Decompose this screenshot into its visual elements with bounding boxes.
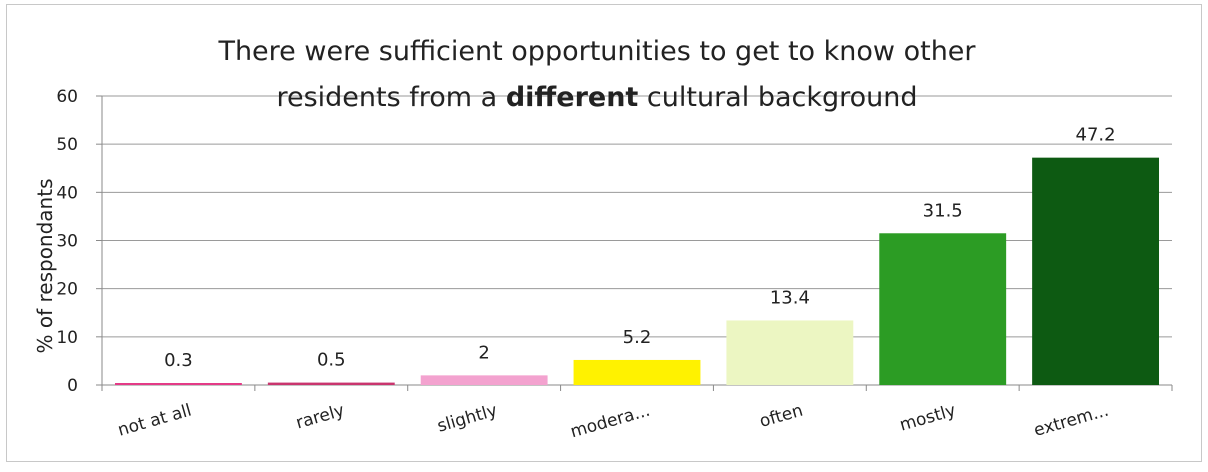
y-tick-labels: 0 10 20 30 40 50 60 bbox=[56, 87, 78, 396]
y-tick-label: 40 bbox=[56, 183, 78, 203]
chart-title: There were sufficient opportunities to g… bbox=[217, 36, 976, 113]
category-label: rarely bbox=[294, 401, 347, 434]
bar-rarely bbox=[267, 382, 395, 385]
data-label: 0.3 bbox=[164, 350, 193, 371]
category-label: modera... bbox=[568, 401, 652, 443]
data-label: 5.2 bbox=[623, 327, 652, 348]
y-tick-label: 0 bbox=[67, 376, 78, 396]
bar-extrem bbox=[1032, 157, 1160, 385]
y-tick-label: 50 bbox=[56, 135, 78, 155]
bar-modera bbox=[573, 359, 701, 385]
chart-title-line-1: There were sufficient opportunities to g… bbox=[217, 36, 976, 67]
y-tick-label: 30 bbox=[56, 232, 78, 252]
bar-often bbox=[726, 320, 854, 385]
chart-frame bbox=[6, 4, 1202, 462]
bar-slightly bbox=[420, 375, 548, 385]
y-axis-label: % of respondants bbox=[33, 179, 57, 354]
y-tick-label: 20 bbox=[56, 280, 78, 300]
category-label: mostly bbox=[898, 401, 959, 436]
data-label: 47.2 bbox=[1076, 125, 1116, 146]
category-label: slightly bbox=[435, 401, 499, 437]
data-label: 0.5 bbox=[317, 350, 346, 371]
category-label: not at all bbox=[116, 401, 194, 441]
bar-not-at-all bbox=[114, 383, 242, 385]
bar-mostly bbox=[879, 233, 1007, 385]
chart-title-line-2: residents from a different cultural back… bbox=[276, 82, 917, 113]
gridlines bbox=[102, 95, 1172, 338]
data-label: 13.4 bbox=[770, 287, 810, 308]
data-labels: 0.3 0.5 2 5.2 13.4 31.5 47.2 bbox=[164, 125, 1116, 371]
category-labels: not at all rarely slightly modera... often mo… bbox=[116, 401, 1111, 443]
data-label: 31.5 bbox=[923, 200, 963, 221]
bars bbox=[114, 157, 1160, 385]
data-label: 2 bbox=[478, 342, 489, 363]
category-label: extrem... bbox=[1032, 401, 1111, 441]
y-tick-label: 60 bbox=[56, 87, 78, 107]
category-label: often bbox=[757, 401, 805, 432]
y-tick-label: 10 bbox=[56, 328, 78, 348]
